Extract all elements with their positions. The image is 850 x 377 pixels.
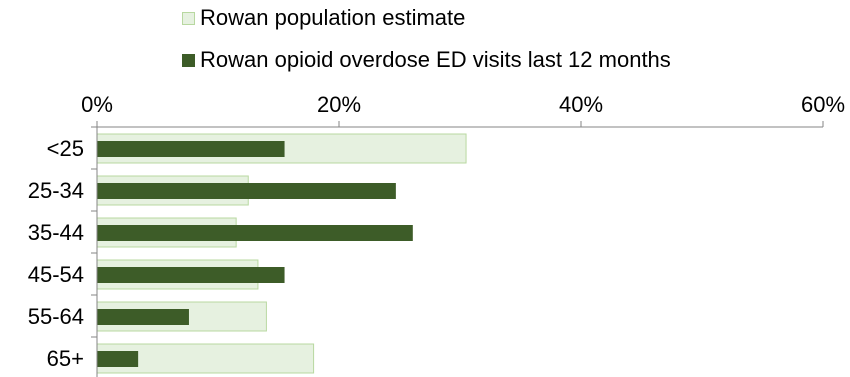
bar-ed-visits-5: [97, 351, 139, 367]
x-tick-label-1: 20%: [317, 92, 361, 117]
x-tick-label-2: 40%: [559, 92, 603, 117]
legend-swatch-ed-visits: [182, 53, 195, 67]
bar-ed-visits-1: [97, 183, 396, 199]
y-tick-label-4: 55-64: [28, 304, 84, 329]
legend-item-population: Rowan population estimate: [182, 5, 465, 31]
bar-ed-visits-3: [97, 267, 285, 283]
x-tick-label-0: 0%: [81, 92, 113, 117]
y-tick-label-1: 25-34: [28, 178, 84, 203]
bar-ed-visits-4: [97, 309, 189, 325]
y-tick-label-2: 35-44: [28, 220, 84, 245]
legend-swatch-population: [182, 11, 195, 25]
legend-label-population: Rowan population estimate: [200, 5, 466, 30]
y-tick-label-5: 65+: [47, 346, 84, 371]
x-tick-label-3: 60%: [801, 92, 845, 117]
legend-label-ed-visits: Rowan opioid overdose ED visits last 12 …: [200, 47, 671, 72]
y-tick-label-3: 45-54: [28, 262, 84, 287]
y-tick-label-0: <25: [47, 136, 84, 161]
bar-ed-visits-0: [97, 141, 285, 157]
legend-item-ed-visits: Rowan opioid overdose ED visits last 12 …: [182, 47, 671, 73]
bar-ed-visits-2: [97, 225, 413, 241]
